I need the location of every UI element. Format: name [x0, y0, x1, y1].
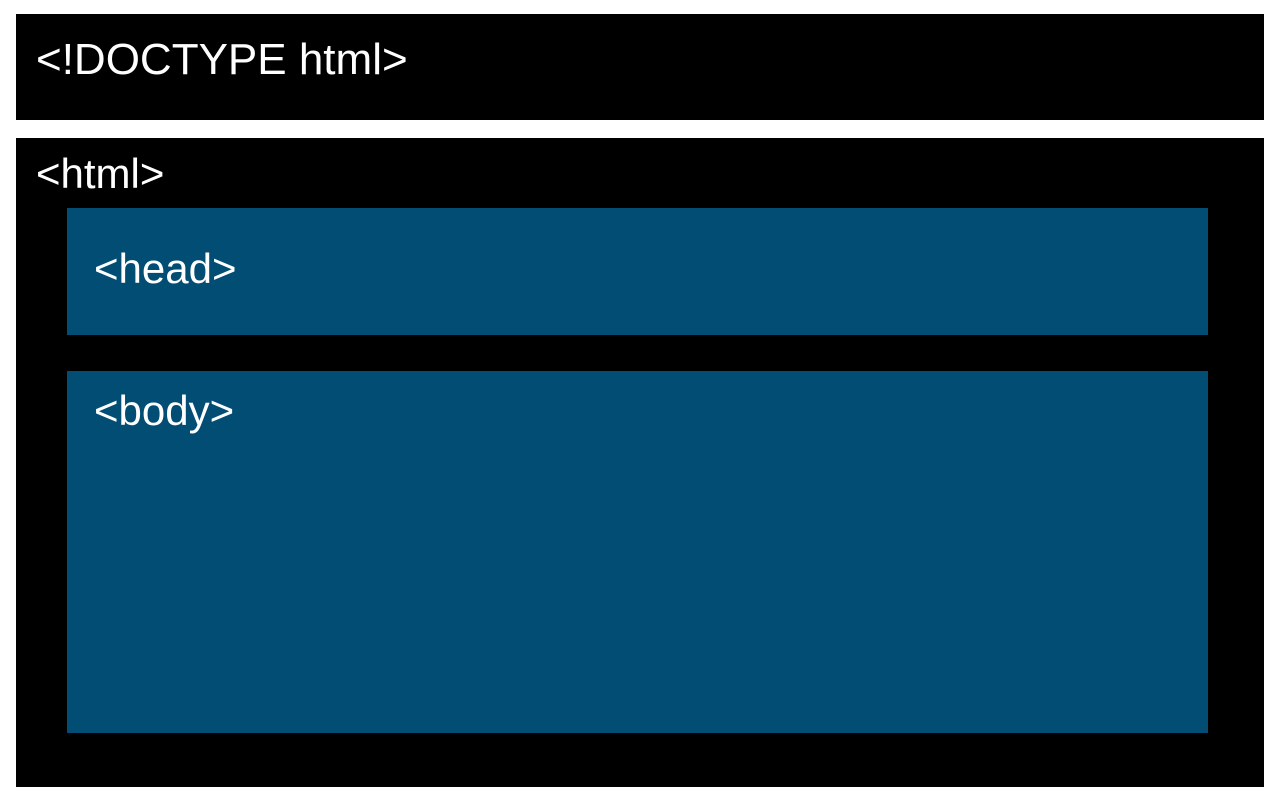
html-block: <html> <head> <body> [16, 138, 1264, 787]
head-block: <head> [67, 208, 1208, 335]
html-label: <html> [36, 150, 165, 197]
body-block: <body> [67, 371, 1208, 733]
head-label: <head> [94, 245, 237, 292]
doctype-block: <!DOCTYPE html> [16, 14, 1264, 120]
body-label: <body> [94, 387, 235, 434]
doctype-label: <!DOCTYPE html> [36, 35, 408, 84]
